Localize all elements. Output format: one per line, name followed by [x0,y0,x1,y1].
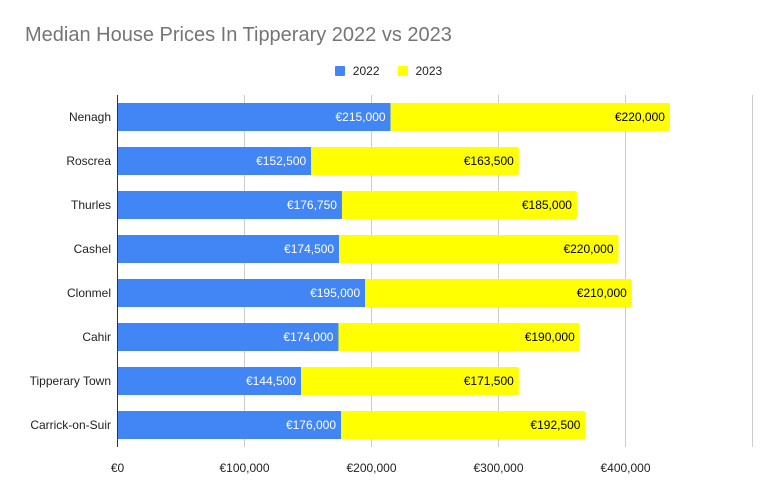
bar-2023 [365,279,632,307]
x-tick-label: €400,000 [600,461,650,475]
data-label-2022: €195,000 [310,286,360,300]
category-label: Cashel [74,242,111,256]
legend-label-2022: 2022 [352,64,380,78]
data-label-2023: €171,500 [464,374,514,388]
data-label-2023: €220,000 [615,110,665,124]
bar-2022 [117,367,302,395]
bar-2023 [390,103,670,131]
bar-2022 [117,235,340,263]
legend-item-2022[interactable]: 2022 [334,64,380,78]
bar-2023 [311,147,519,175]
data-label-2022: €174,000 [283,330,333,344]
bar-2022 [117,323,339,351]
data-label-2023: €192,500 [530,418,580,432]
bar-2023 [339,235,619,263]
bar-2023 [301,367,519,395]
bar-2023 [341,191,577,219]
legend-item-2023[interactable]: 2023 [397,64,443,78]
x-tick-label: €0 [111,461,125,475]
bar-2023 [338,323,580,351]
category-label: Clonmel [67,286,111,300]
legend: 2022 2023 [0,64,777,78]
data-label-2023: €163,500 [464,154,514,168]
x-tick-label: €300,000 [473,461,523,475]
chart-title: Median House Prices In Tipperary 2022 vs… [25,24,452,46]
data-label-2023: €185,000 [522,198,572,212]
category-label: Roscrea [66,154,111,168]
category-label: Cahir [82,330,111,344]
data-label-2022: €215,000 [335,110,385,124]
category-label: Thurles [71,198,111,212]
data-label-2022: €176,750 [287,198,337,212]
data-label-2023: €210,000 [577,286,627,300]
category-label: Carrick-on-Suir [30,418,111,432]
legend-label-2023: 2023 [415,64,443,78]
x-tick-label: €100,000 [219,461,269,475]
data-label-2022: €174,500 [284,242,334,256]
data-label-2022: €144,500 [246,374,296,388]
bar-2022 [117,411,342,439]
legend-swatch-2023 [397,66,408,76]
bar-2022 [117,103,391,131]
data-label-2023: €190,000 [525,330,575,344]
category-label: Nenagh [69,110,111,124]
category-label: Tipperary Town [30,374,111,388]
data-label-2022: €176,000 [286,418,336,432]
bar-2023 [341,411,586,439]
x-tick-label: €200,000 [346,461,396,475]
data-label-2022: €152,500 [256,154,306,168]
legend-swatch-2022 [334,66,345,76]
bar-2022 [117,147,312,175]
data-label-2023: €220,000 [563,242,613,256]
bar-2022 [117,279,366,307]
bar-2022 [117,191,342,219]
